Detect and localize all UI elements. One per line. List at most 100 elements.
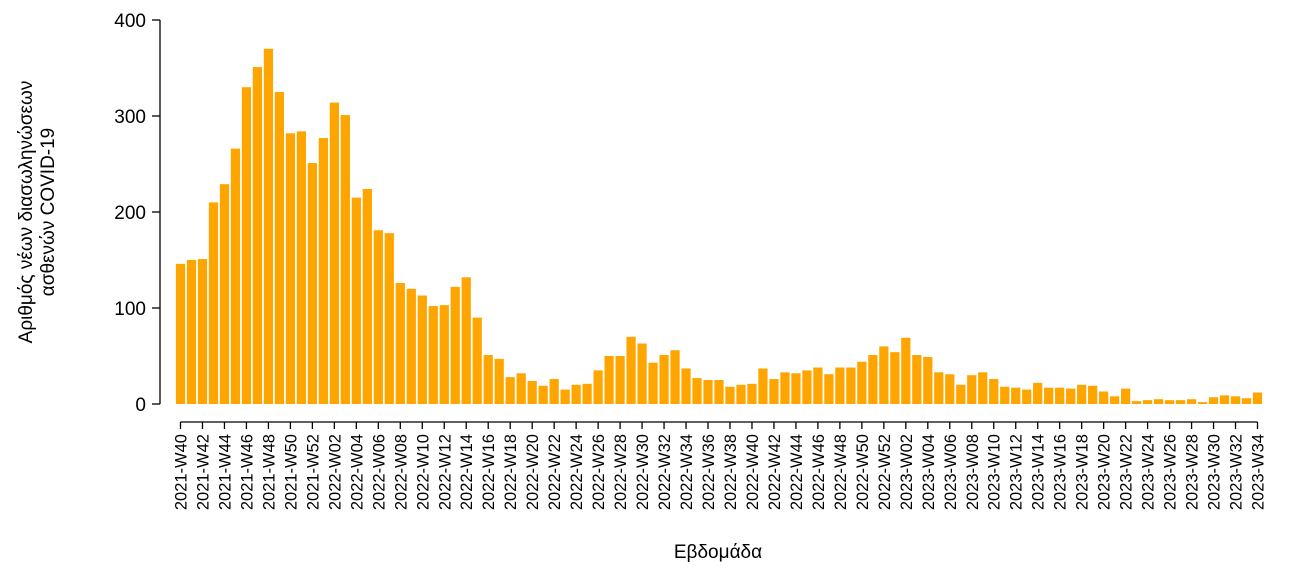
x-tick-label-2023-W10: 2023-W10 <box>986 434 1004 510</box>
x-tick-label-2022-W52: 2022-W52 <box>876 434 894 510</box>
bar-2023-W20 <box>1099 391 1109 404</box>
bar-2023-W12 <box>1011 387 1021 404</box>
x-tick-label-2023-W16: 2023-W16 <box>1052 434 1070 510</box>
bar-2023-W34 <box>1252 392 1263 404</box>
bar-2022-W11 <box>428 306 438 404</box>
bar-2023-W23 <box>1132 401 1142 404</box>
bar-2021-W47 <box>252 67 263 404</box>
bar-2022-W48 <box>835 367 845 404</box>
y-axis-label-line-2: ασθενών COVID-19 <box>38 128 59 297</box>
bar-2023-W33 <box>1241 398 1252 404</box>
bar-2022-W03 <box>340 115 350 404</box>
bar-2021-W49 <box>274 92 285 404</box>
bar-2022-W30 <box>637 343 647 404</box>
x-tick-label-2022-W14: 2022-W14 <box>458 434 476 510</box>
bar-2022-W44 <box>791 373 801 404</box>
bar-2021-W44 <box>219 184 230 404</box>
bar-2022-W08 <box>395 283 405 404</box>
x-tick-label-2021-W48: 2021-W48 <box>260 434 278 510</box>
bar-2022-W50 <box>857 361 867 404</box>
bar-2022-W22 <box>549 379 559 404</box>
bar-2023-W10 <box>989 379 999 404</box>
x-tick-label-2021-W46: 2021-W46 <box>238 434 256 510</box>
bar-2021-W52 <box>307 163 317 404</box>
x-tick-label-2022-W40: 2022-W40 <box>744 434 762 510</box>
x-tick-label-2022-W46: 2022-W46 <box>810 434 828 510</box>
bar-2021-W50 <box>285 133 296 404</box>
bar-2022-W47 <box>824 374 834 404</box>
bar-2023-W11 <box>1000 386 1010 404</box>
bar-2023-W32 <box>1230 396 1241 404</box>
y-axis-label: Αριθμός νέων διασωληνώσεωνασθενών COVID-… <box>16 81 59 344</box>
bar-2021-W40 <box>175 263 186 404</box>
x-tick-label-2023-W26: 2023-W26 <box>1162 434 1180 510</box>
bar-2022-W42 <box>769 379 779 404</box>
x-tick-label-2022-W26: 2022-W26 <box>590 434 608 510</box>
x-tick-label-2022-W06: 2022-W06 <box>370 434 388 510</box>
x-tick-label-2022-W24: 2022-W24 <box>568 434 586 510</box>
bar-2022-W10 <box>417 295 427 404</box>
x-tick-label-2023-W20: 2023-W20 <box>1096 434 1114 510</box>
bar-2022-W24 <box>571 384 581 404</box>
bar-2023-W08 <box>967 375 977 404</box>
bar-2021-W43 <box>208 202 219 404</box>
bar-2023-W24 <box>1142 400 1153 404</box>
bar-2023-W22 <box>1121 388 1131 404</box>
bar-2021-W41 <box>186 260 197 404</box>
bar-2023-W02 <box>901 337 911 404</box>
bar-2022-W21 <box>538 385 548 404</box>
bar-2022-W35 <box>692 378 702 404</box>
x-tick-label-2022-W20: 2022-W20 <box>524 434 542 510</box>
bars-group <box>175 48 1263 405</box>
bar-2023-W01 <box>890 352 900 404</box>
y-tick-label-100: 100 <box>114 299 146 320</box>
x-tick-label-2021-W52: 2021-W52 <box>304 434 322 510</box>
bar-2022-W39 <box>736 384 746 404</box>
x-tick-label-2021-W40: 2021-W40 <box>172 434 190 510</box>
x-tick-label-2023-W04: 2023-W04 <box>920 434 938 510</box>
x-tick-label-2022-W32: 2022-W32 <box>656 434 674 510</box>
bar-2023-W13 <box>1022 389 1032 404</box>
x-tick-label-2022-W18: 2022-W18 <box>502 434 520 510</box>
x-axis: 2021-W40 2021-W42 2021-W44 2021-W46 2021-W48… <box>172 421 1268 510</box>
bar-2022-W01 <box>318 138 328 404</box>
bar-2023-W15 <box>1044 387 1054 404</box>
x-tick-label-2022-W12: 2022-W12 <box>436 434 454 510</box>
x-tick-label-2023-W32: 2023-W32 <box>1228 434 1246 510</box>
x-tick-label-2023-W24: 2023-W24 <box>1140 434 1158 510</box>
bar-2022-W18 <box>505 377 515 404</box>
y-tick-label-200: 200 <box>114 203 146 224</box>
bar-2023-W19 <box>1088 385 1098 404</box>
bar-2023-W17 <box>1066 388 1076 404</box>
bar-2022-W28 <box>615 356 625 404</box>
x-tick-label-2023-W18: 2023-W18 <box>1074 434 1092 510</box>
bar-2023-W27 <box>1175 400 1186 404</box>
x-tick-label-2022-W22: 2022-W22 <box>546 434 564 510</box>
bar-2022-W33 <box>670 350 680 404</box>
bar-2022-W32 <box>659 355 669 404</box>
y-axis-label-line-1: Αριθμός νέων διασωληνώσεων <box>16 81 37 344</box>
x-tick-label-2023-W30: 2023-W30 <box>1206 434 1224 510</box>
x-tick-label-2022-W16: 2022-W16 <box>480 434 498 510</box>
bar-2023-W21 <box>1110 396 1120 404</box>
x-tick-label-2023-W34: 2023-W34 <box>1250 434 1268 510</box>
x-tick-label-2022-W10: 2022-W10 <box>414 434 432 510</box>
bar-2023-W31 <box>1219 395 1230 404</box>
x-tick-label-2022-W42: 2022-W42 <box>766 434 784 510</box>
bar-2022-W37 <box>714 380 724 404</box>
bar-2022-W34 <box>681 368 691 404</box>
bar-2022-W51 <box>868 355 878 404</box>
x-tick-label-2022-W48: 2022-W48 <box>832 434 850 510</box>
y-tick-label-300: 300 <box>114 107 146 128</box>
x-tick-label-2023-W06: 2023-W06 <box>942 434 960 510</box>
bar-2023-W05 <box>934 372 944 404</box>
x-tick-label-2022-W44: 2022-W44 <box>788 434 806 510</box>
bar-2023-W25 <box>1153 399 1164 404</box>
bar-2023-W30 <box>1208 397 1219 404</box>
bar-2022-W31 <box>648 362 658 404</box>
bar-2022-W40 <box>747 383 757 404</box>
bar-2023-W04 <box>923 356 933 404</box>
x-tick-label-2022-W04: 2022-W04 <box>348 434 366 510</box>
